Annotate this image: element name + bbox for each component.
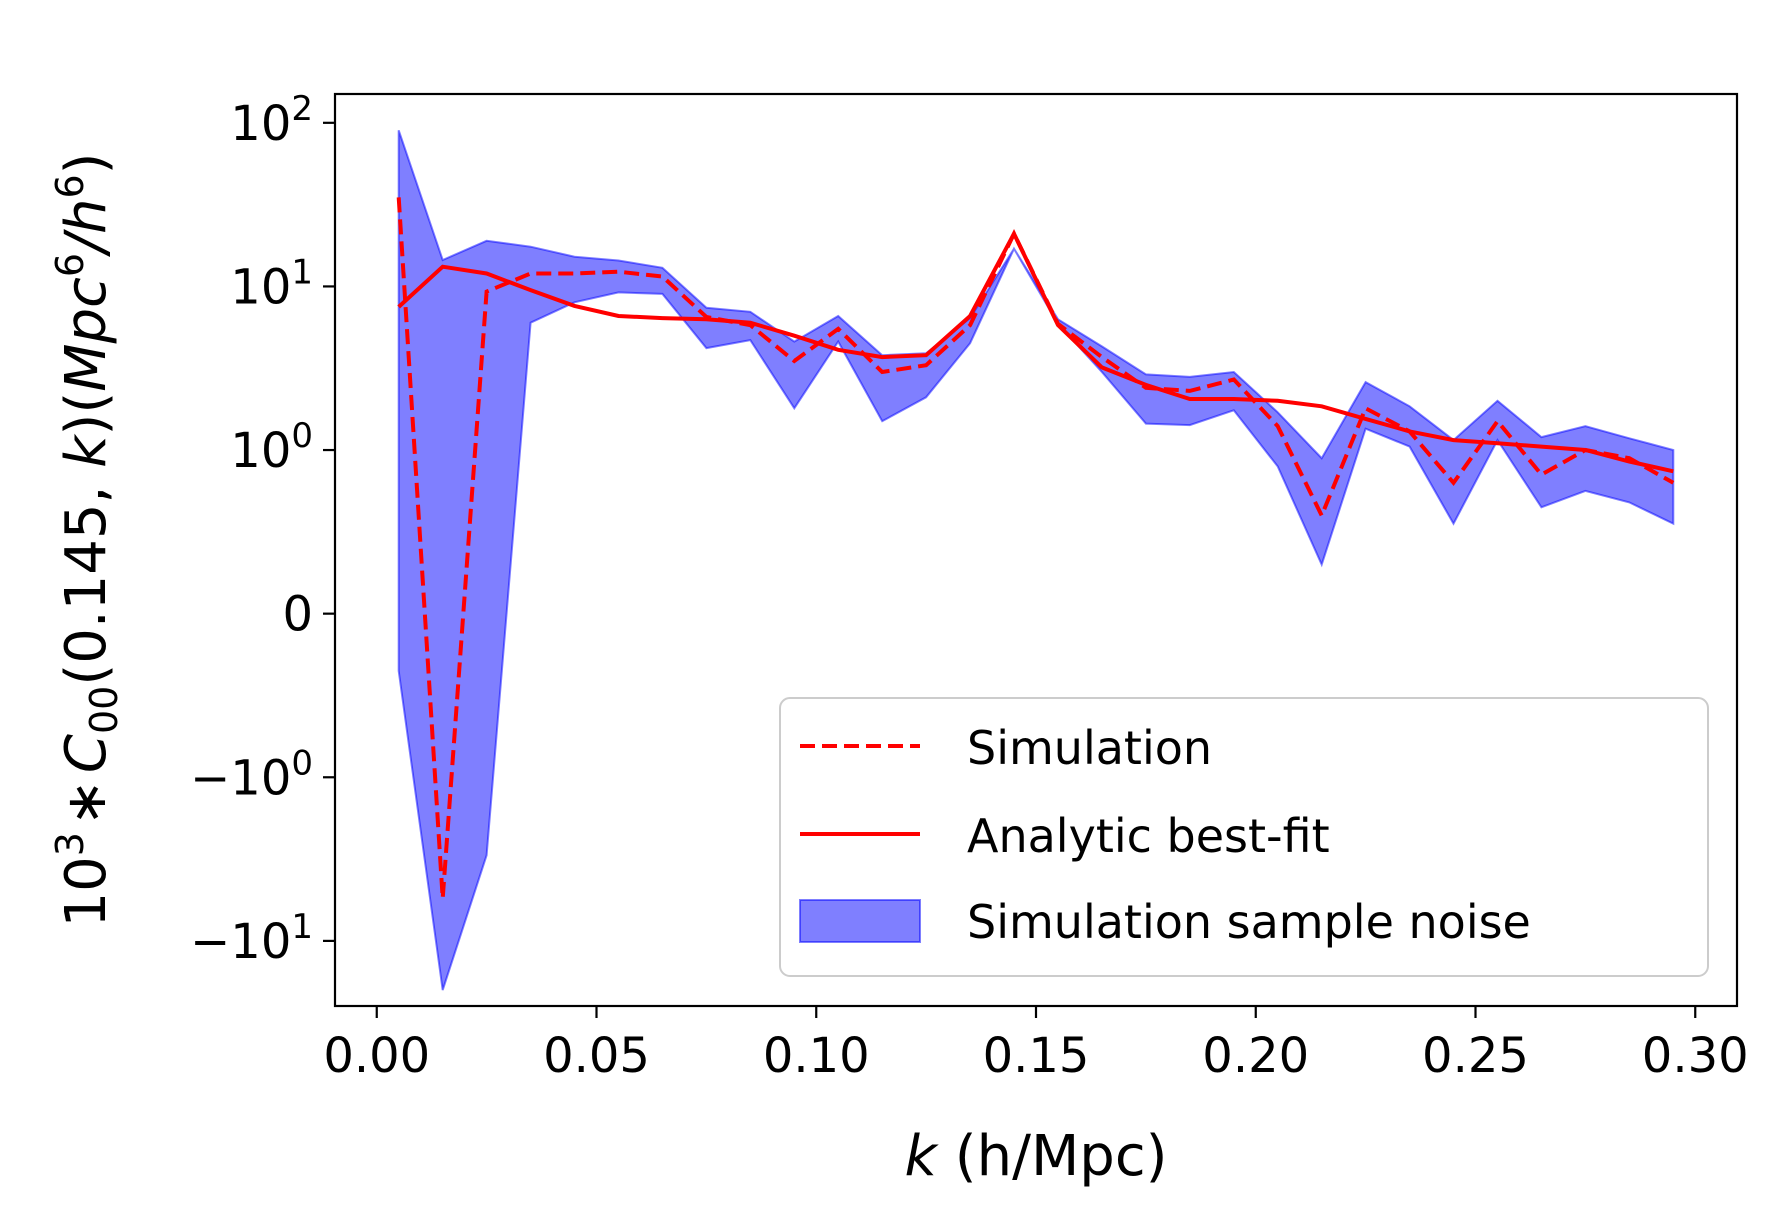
y-tick-label: 101: [230, 252, 313, 315]
y-tick-label: −100: [190, 743, 313, 806]
x-tick-label: 0.30: [1642, 1028, 1749, 1084]
analytic-best-fit-line: [397, 229, 1674, 474]
y-tick-label: −101: [190, 907, 313, 970]
legend-simulation-label: Simulation: [967, 721, 1212, 775]
x-axis-title: k (h/Mpc): [905, 1124, 1168, 1189]
legend-analytic-label: Analytic best-fit: [967, 809, 1330, 863]
legend: Simulation Analytic best-fit Simulation …: [779, 697, 1709, 977]
plot-area: [396, 129, 1675, 991]
x-tick-label: 0.00: [323, 1028, 430, 1084]
y-tick-label: 102: [230, 89, 313, 152]
x-tick-label: 0.15: [983, 1028, 1090, 1084]
x-axis: 0.00 0.05 0.10 0.15 0.20 0.25 0.30: [323, 1006, 1749, 1084]
noise-band: [397, 129, 1675, 991]
x-tick-label: 0.25: [1422, 1028, 1529, 1084]
y-axis-title: 103∗C00(0.145, k)(Mpc6/h6): [48, 152, 126, 927]
y-tick-label: 100: [230, 416, 313, 479]
legend-noise-swatch: [799, 899, 921, 943]
x-tick-label: 0.10: [763, 1028, 870, 1084]
simulation-line: [396, 197, 1675, 899]
y-tick-label: 0: [282, 587, 313, 643]
x-tick-label: 0.05: [543, 1028, 650, 1084]
x-tick-label: 0.20: [1202, 1028, 1309, 1084]
y-axis: 102 101 100 0 −100 −101: [190, 89, 335, 970]
legend-box: [779, 697, 1709, 977]
legend-noise-label: Simulation sample noise: [967, 895, 1531, 949]
